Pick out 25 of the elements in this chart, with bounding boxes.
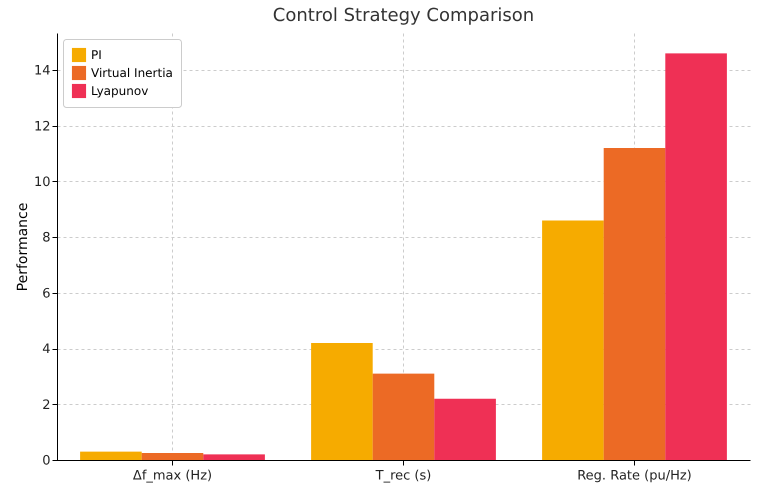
x-tick-label: Δf_max (Hz): [132, 468, 212, 484]
legend-label: Virtual Inertia: [91, 66, 173, 80]
x-tick-label: T_rec (s): [374, 468, 432, 484]
legend-label: PI: [91, 48, 102, 62]
legend-label: Lyapunov: [91, 84, 148, 98]
y-axis-title: Performance: [14, 202, 31, 292]
bar: [80, 452, 142, 460]
bar: [665, 53, 727, 460]
bar: [142, 453, 204, 460]
y-tick-label: 4: [42, 342, 50, 358]
y-tick-label: 6: [42, 286, 50, 302]
y-tick-label: 10: [34, 174, 50, 190]
bar: [203, 454, 265, 460]
y-tick-label: 2: [42, 398, 50, 413]
bar: [372, 374, 434, 460]
y-tick-label: 0: [42, 454, 50, 468]
bar: [542, 220, 604, 460]
chart-title: Control Strategy Comparison: [272, 5, 534, 26]
y-tick-label: 12: [34, 119, 50, 134]
bar: [434, 398, 496, 460]
y-tick-label: 8: [42, 230, 50, 246]
y-tick-label: 14: [34, 64, 50, 79]
bar: [311, 343, 373, 460]
x-tick-label: Reg. Rate (pu/Hz): [577, 468, 692, 484]
bar: [604, 148, 666, 460]
